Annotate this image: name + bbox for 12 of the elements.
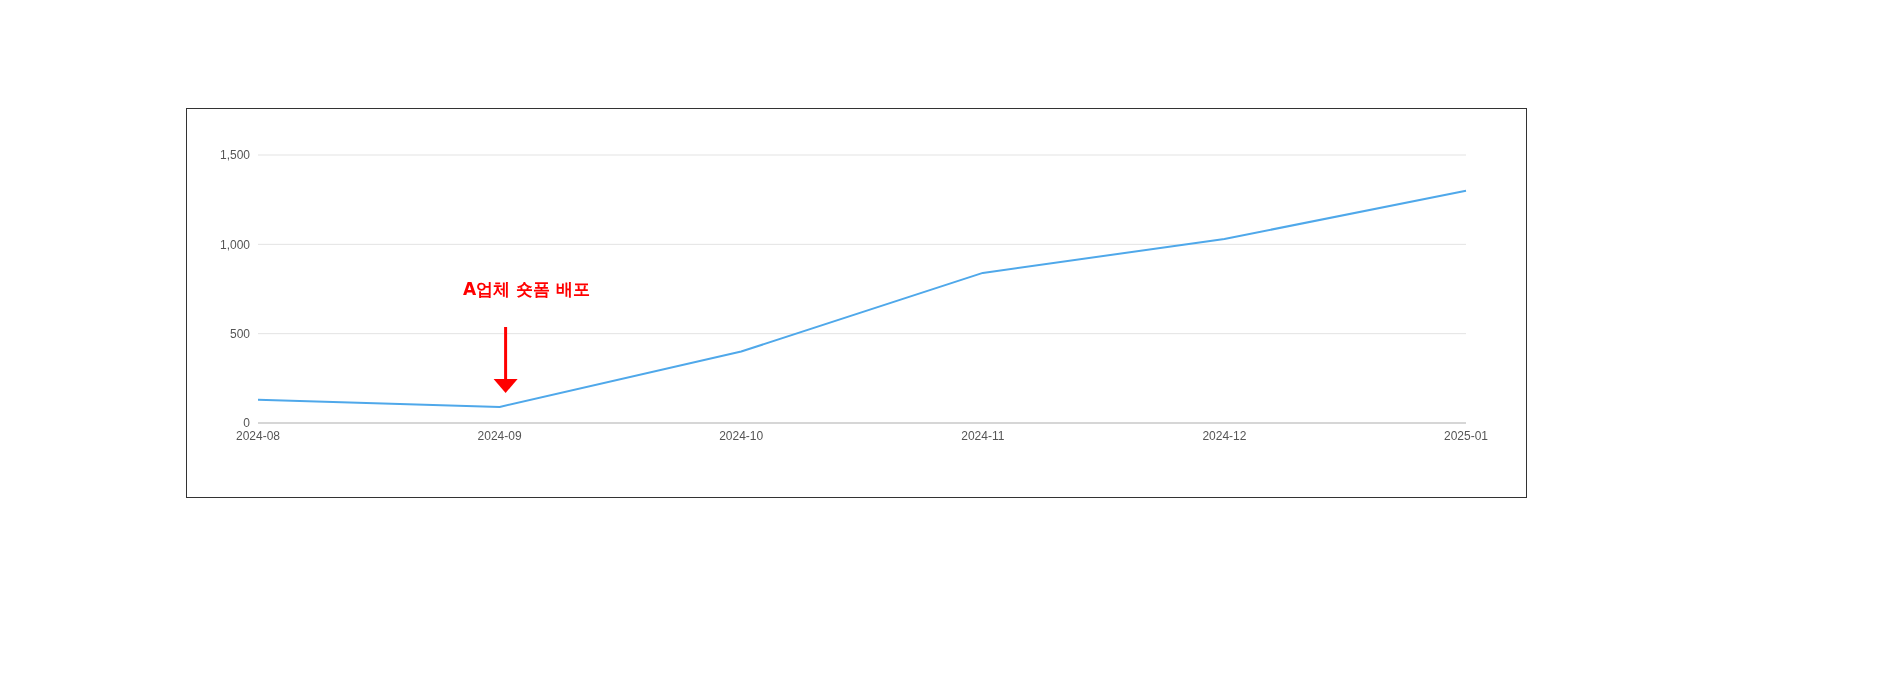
y-tick-label: 500 <box>229 326 251 341</box>
annotation: A업체 숏폼 배포 <box>463 279 591 299</box>
x-tick-label: 2025-01 <box>1443 428 1489 443</box>
x-tick-label: 2024-12 <box>1202 428 1247 443</box>
x-tick-label: 2024-10 <box>719 428 764 443</box>
y-tick-label: 1,500 <box>219 148 251 163</box>
line-series <box>257 189 1467 408</box>
x-tick-label: 2024-08 <box>235 428 281 443</box>
y-tick-label: 0 <box>243 416 251 431</box>
x-tick-label: 2024-09 <box>477 428 522 443</box>
x-tick-label: 2024-11 <box>961 428 1005 443</box>
y-tick-label: 1,000 <box>219 237 251 252</box>
